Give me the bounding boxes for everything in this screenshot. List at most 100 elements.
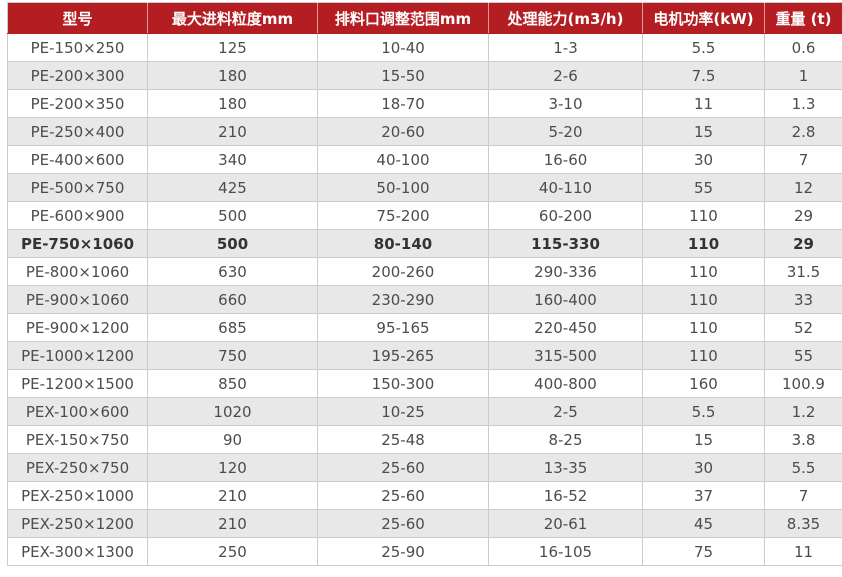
cell-weight_t: 29 — [764, 201, 842, 230]
cell-capacity_m3_h: 40-110 — [488, 173, 643, 202]
cell-max_feed_size_mm: 210 — [147, 117, 318, 146]
cell-capacity_m3_h: 315-500 — [488, 341, 643, 370]
cell-capacity_m3_h: 5-20 — [488, 117, 643, 146]
cell-model: PEX-100×600 — [7, 397, 148, 426]
cell-capacity_m3_h: 220-450 — [488, 313, 643, 342]
spec-table-body: PE-150×250 125 10-40 1-3 5.5 0.6 PE-200×300 180… — [7, 33, 842, 566]
cell-discharge_range_mm: 150-300 — [317, 369, 489, 398]
table-row: PE-250×400 210 20-60 5-20 15 2.8 — [7, 117, 842, 146]
cell-weight_t: 100.9 — [764, 369, 842, 398]
cell-motor_power_kw: 37 — [642, 481, 765, 510]
col-header-capacity: 处理能力(m3/h) — [488, 2, 643, 34]
cell-max_feed_size_mm: 120 — [147, 453, 318, 482]
cell-motor_power_kw: 110 — [642, 341, 765, 370]
col-header-max-feed-size: 最大进料粒度mm — [147, 2, 318, 34]
cell-max_feed_size_mm: 685 — [147, 313, 318, 342]
cell-max_feed_size_mm: 210 — [147, 481, 318, 510]
cell-motor_power_kw: 45 — [642, 509, 765, 538]
cell-max_feed_size_mm: 90 — [147, 425, 318, 454]
cell-motor_power_kw: 30 — [642, 453, 765, 482]
cell-model: PE-200×300 — [7, 61, 148, 90]
cell-model: PEX-250×1000 — [7, 481, 148, 510]
cell-motor_power_kw: 7.5 — [642, 61, 765, 90]
cell-weight_t: 3.8 — [764, 425, 842, 454]
cell-weight_t: 52 — [764, 313, 842, 342]
cell-capacity_m3_h: 60-200 — [488, 201, 643, 230]
cell-weight_t: 8.35 — [764, 509, 842, 538]
cell-weight_t: 7 — [764, 145, 842, 174]
cell-motor_power_kw: 5.5 — [642, 397, 765, 426]
table-row: PE-200×350 180 18-70 3-10 11 1.3 — [7, 89, 842, 118]
cell-motor_power_kw: 110 — [642, 201, 765, 230]
cell-max_feed_size_mm: 630 — [147, 257, 318, 286]
cell-capacity_m3_h: 1-3 — [488, 33, 643, 62]
cell-discharge_range_mm: 230-290 — [317, 285, 489, 314]
table-row: PE-200×300 180 15-50 2-6 7.5 1 — [7, 61, 842, 90]
cell-discharge_range_mm: 25-60 — [317, 509, 489, 538]
cell-max_feed_size_mm: 660 — [147, 285, 318, 314]
cell-capacity_m3_h: 20-61 — [488, 509, 643, 538]
cell-max_feed_size_mm: 1020 — [147, 397, 318, 426]
cell-discharge_range_mm: 20-60 — [317, 117, 489, 146]
table-row: PE-150×250 125 10-40 1-3 5.5 0.6 — [7, 33, 842, 62]
cell-model: PE-750×1060 — [7, 229, 148, 258]
cell-motor_power_kw: 110 — [642, 229, 765, 258]
cell-max_feed_size_mm: 180 — [147, 61, 318, 90]
cell-discharge_range_mm: 10-25 — [317, 397, 489, 426]
table-row: PEX-300×1300 250 25-90 16-105 75 11 — [7, 537, 842, 566]
cell-model: PE-1000×1200 — [7, 341, 148, 370]
table-row: PE-900×1060 660 230-290 160-400 110 33 — [7, 285, 842, 314]
table-row: PE-1000×1200 750 195-265 315-500 110 55 — [7, 341, 842, 370]
cell-max_feed_size_mm: 850 — [147, 369, 318, 398]
cell-model: PE-150×250 — [7, 33, 148, 62]
table-row: PE-900×1200 685 95-165 220-450 110 52 — [7, 313, 842, 342]
col-header-discharge-range: 排料口调整范围mm — [317, 2, 489, 34]
cell-model: PE-500×750 — [7, 173, 148, 202]
cell-discharge_range_mm: 195-265 — [317, 341, 489, 370]
cell-model: PE-250×400 — [7, 117, 148, 146]
cell-capacity_m3_h: 16-52 — [488, 481, 643, 510]
cell-discharge_range_mm: 25-60 — [317, 453, 489, 482]
cell-weight_t: 2.8 — [764, 117, 842, 146]
cell-discharge_range_mm: 75-200 — [317, 201, 489, 230]
cell-model: PE-800×1060 — [7, 257, 148, 286]
cell-discharge_range_mm: 18-70 — [317, 89, 489, 118]
cell-model: PEX-250×750 — [7, 453, 148, 482]
cell-capacity_m3_h: 2-5 — [488, 397, 643, 426]
cell-model: PEX-300×1300 — [7, 537, 148, 566]
cell-discharge_range_mm: 200-260 — [317, 257, 489, 286]
cell-weight_t: 55 — [764, 341, 842, 370]
cell-discharge_range_mm: 40-100 — [317, 145, 489, 174]
table-row: PEX-150×750 90 25-48 8-25 15 3.8 — [7, 425, 842, 454]
cell-weight_t: 33 — [764, 285, 842, 314]
cell-weight_t: 1.2 — [764, 397, 842, 426]
cell-capacity_m3_h: 16-60 — [488, 145, 643, 174]
cell-max_feed_size_mm: 500 — [147, 229, 318, 258]
cell-model: PE-900×1060 — [7, 285, 148, 314]
cell-capacity_m3_h: 160-400 — [488, 285, 643, 314]
cell-weight_t: 7 — [764, 481, 842, 510]
cell-discharge_range_mm: 10-40 — [317, 33, 489, 62]
cell-discharge_range_mm: 95-165 — [317, 313, 489, 342]
cell-motor_power_kw: 110 — [642, 313, 765, 342]
cell-discharge_range_mm: 15-50 — [317, 61, 489, 90]
table-row: PEX-250×1000 210 25-60 16-52 37 7 — [7, 481, 842, 510]
cell-max_feed_size_mm: 340 — [147, 145, 318, 174]
cell-max_feed_size_mm: 425 — [147, 173, 318, 202]
cell-capacity_m3_h: 400-800 — [488, 369, 643, 398]
cell-model: PE-200×350 — [7, 89, 148, 118]
cell-weight_t: 29 — [764, 229, 842, 258]
cell-capacity_m3_h: 3-10 — [488, 89, 643, 118]
cell-max_feed_size_mm: 125 — [147, 33, 318, 62]
cell-motor_power_kw: 55 — [642, 173, 765, 202]
cell-discharge_range_mm: 25-48 — [317, 425, 489, 454]
cell-motor_power_kw: 5.5 — [642, 33, 765, 62]
cell-discharge_range_mm: 50-100 — [317, 173, 489, 202]
table-row: PEX-250×1200 210 25-60 20-61 45 8.35 — [7, 509, 842, 538]
cell-capacity_m3_h: 16-105 — [488, 537, 643, 566]
cell-weight_t: 31.5 — [764, 257, 842, 286]
cell-motor_power_kw: 30 — [642, 145, 765, 174]
cell-model: PE-900×1200 — [7, 313, 148, 342]
